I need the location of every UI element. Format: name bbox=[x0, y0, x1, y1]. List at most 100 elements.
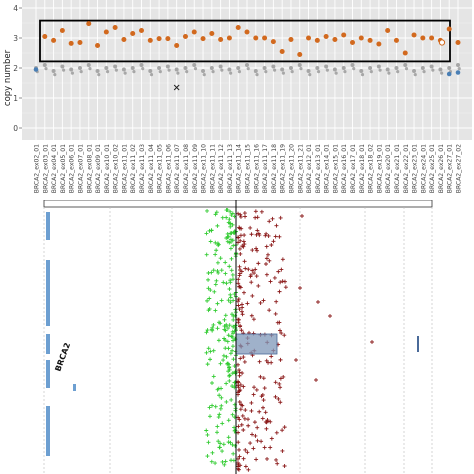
normal-point bbox=[316, 70, 321, 74]
amplified-point bbox=[147, 37, 153, 43]
normal-point bbox=[360, 73, 365, 77]
normal-point bbox=[148, 69, 153, 73]
green-point bbox=[214, 248, 219, 253]
red-point bbox=[261, 398, 266, 403]
normal-point bbox=[343, 70, 347, 74]
red-point bbox=[236, 362, 241, 367]
x-tick-label: BRCA2_ex12_01 bbox=[306, 144, 313, 193]
green-point bbox=[205, 362, 210, 367]
red-point bbox=[239, 422, 244, 427]
x-tick-label: BRCA2_ex19_01 bbox=[376, 144, 383, 193]
green-point bbox=[223, 260, 228, 265]
amplified-point bbox=[156, 36, 162, 42]
x-tick-label: BRCA2_ex25_01 bbox=[429, 144, 436, 193]
red-point bbox=[253, 267, 258, 272]
x-tick-label: BRCA2_ex26_01 bbox=[438, 144, 445, 193]
red-point bbox=[274, 457, 279, 462]
red-point bbox=[241, 456, 246, 461]
red-point bbox=[274, 299, 279, 304]
normal-point bbox=[332, 67, 337, 72]
green-point bbox=[206, 346, 211, 351]
x-tick-label: BRCA2_ex20_01 bbox=[385, 144, 392, 193]
amplified-point bbox=[42, 34, 48, 39]
red-point bbox=[264, 231, 269, 236]
green-point bbox=[230, 384, 235, 389]
red-point bbox=[273, 380, 278, 385]
normal-point bbox=[368, 66, 373, 70]
normal-point bbox=[280, 67, 285, 72]
red-point bbox=[243, 447, 248, 452]
normal-point bbox=[438, 67, 443, 72]
red-point bbox=[282, 425, 287, 430]
red-point bbox=[248, 441, 253, 446]
red-point bbox=[236, 424, 241, 429]
red-point bbox=[249, 408, 254, 413]
normal-point bbox=[104, 66, 109, 70]
green-point bbox=[211, 268, 216, 273]
red-point bbox=[236, 440, 241, 445]
normal-point bbox=[121, 67, 126, 72]
red-point bbox=[267, 308, 272, 313]
red-point bbox=[268, 279, 273, 284]
green-point bbox=[204, 330, 209, 335]
red-point bbox=[237, 447, 242, 452]
green-point bbox=[217, 320, 222, 325]
red-point bbox=[236, 317, 241, 322]
normal-point bbox=[420, 66, 425, 70]
x-tick-label: BRCA2_ex10_01 bbox=[104, 144, 111, 193]
x-tick-label: BRCA2_ex23_01 bbox=[412, 144, 419, 193]
amplified-point bbox=[262, 35, 268, 41]
x-tick-label: BRCA2_ex11_07 bbox=[174, 144, 181, 193]
green-point bbox=[223, 459, 228, 464]
green-point bbox=[228, 231, 233, 236]
x-tick-label: BRCA2_ex11_11 bbox=[209, 144, 216, 193]
normal-point bbox=[158, 70, 162, 74]
x-tick-label: BRCA2_ex11_09 bbox=[192, 144, 199, 193]
normal-point bbox=[376, 64, 381, 69]
normal-point bbox=[77, 66, 82, 70]
green-points bbox=[204, 208, 238, 467]
gene-bar bbox=[46, 260, 50, 326]
green-point bbox=[206, 440, 211, 445]
green-point bbox=[204, 350, 209, 355]
green-point bbox=[229, 458, 234, 463]
normal-point bbox=[42, 63, 47, 67]
normal-point bbox=[378, 68, 382, 72]
red-point bbox=[239, 309, 244, 314]
green-point bbox=[218, 441, 223, 446]
normal-point bbox=[174, 67, 179, 72]
green-point bbox=[228, 295, 233, 300]
green-point bbox=[208, 349, 213, 354]
red-point bbox=[242, 211, 247, 216]
amplified-point bbox=[270, 39, 276, 45]
red-point bbox=[278, 357, 283, 362]
normal-point bbox=[264, 70, 268, 74]
red-point bbox=[259, 439, 264, 444]
red-point bbox=[239, 269, 244, 274]
red-point bbox=[275, 461, 280, 466]
red-point bbox=[242, 233, 247, 238]
x-tick-label: BRCA2_ex10_02 bbox=[113, 144, 120, 193]
normal-point bbox=[192, 63, 197, 67]
x-tick-label: BRCA2_ex11_05 bbox=[157, 144, 164, 193]
green-point bbox=[230, 371, 235, 376]
red-point bbox=[283, 279, 288, 284]
normal-point bbox=[218, 64, 223, 69]
green-point bbox=[224, 215, 229, 220]
x-tick-label: BRCA2_ex11_21 bbox=[297, 144, 304, 193]
green-point bbox=[230, 442, 235, 447]
green-point bbox=[227, 323, 232, 328]
x-tick-label: BRCA2_ex11_17 bbox=[262, 144, 269, 193]
normal-point bbox=[429, 64, 434, 69]
x-tick-label: BRCA2_ex11_04 bbox=[148, 144, 155, 193]
green-point bbox=[216, 243, 221, 248]
amplified-point bbox=[191, 29, 197, 35]
green-point bbox=[225, 208, 230, 213]
green-point bbox=[207, 228, 212, 233]
green-point bbox=[225, 361, 230, 366]
red-point bbox=[268, 445, 273, 450]
amplified-point bbox=[95, 43, 101, 48]
green-point bbox=[209, 459, 214, 464]
red-point bbox=[237, 370, 242, 375]
green-point bbox=[223, 338, 228, 343]
